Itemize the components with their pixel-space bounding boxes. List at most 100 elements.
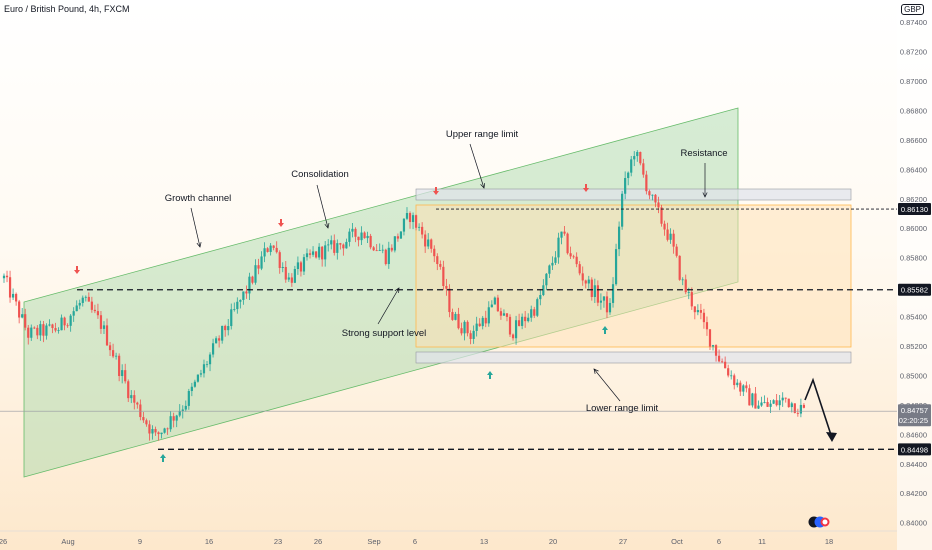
candle-body: [639, 152, 642, 164]
candle-body: [66, 325, 69, 327]
candle-body: [302, 257, 306, 272]
candle-body: [772, 400, 775, 404]
candle-body: [351, 228, 354, 232]
candle-body: [242, 291, 245, 300]
candle-body: [702, 312, 706, 323]
candle-body: [790, 403, 793, 408]
candle-body: [399, 231, 403, 239]
candle-body: [742, 385, 745, 392]
annotation-growth-channel: Growth channel: [165, 193, 232, 204]
candle-body: [657, 202, 660, 208]
candle-body: [290, 277, 293, 283]
candle-body: [202, 364, 206, 374]
candle-body: [675, 246, 678, 256]
candle-body: [527, 317, 530, 322]
y-tick-label: 0.84200: [900, 489, 927, 498]
x-tick-label: Sep: [367, 537, 380, 546]
candle-body: [333, 240, 336, 253]
x-tick-label: 6: [413, 537, 417, 546]
candle-body: [275, 247, 278, 253]
candle-body: [745, 385, 748, 389]
candle-body: [384, 249, 387, 265]
candle-body: [536, 299, 539, 316]
candle-body: [548, 265, 551, 274]
candle-body: [739, 382, 742, 392]
candle-body: [651, 194, 654, 196]
y-tick-label: 0.87200: [900, 48, 927, 57]
candle-body: [760, 402, 763, 406]
candle-body: [169, 416, 172, 430]
candle-body: [478, 323, 481, 327]
candle-body: [481, 317, 484, 327]
candle-body: [348, 231, 351, 242]
candle-body: [281, 266, 284, 269]
candle-body: [566, 233, 569, 254]
annotation-upper-range-limit: Upper range limit: [446, 129, 519, 140]
candle-body: [518, 320, 521, 326]
candle-body: [778, 400, 781, 406]
candle-body: [557, 237, 560, 258]
candle-body: [472, 330, 475, 339]
price-label: 0.85582: [901, 286, 928, 295]
candle-body: [708, 329, 712, 347]
candle-body: [205, 364, 209, 366]
annotation-pointer-head: [196, 242, 202, 248]
candle-body: [775, 400, 778, 406]
candle-body: [124, 370, 127, 382]
candle-body: [596, 285, 599, 303]
candle-body: [102, 325, 106, 329]
candle-body: [727, 368, 730, 376]
candle-body: [430, 239, 433, 249]
symbol-title: Euro / British Pound, 4h, FXCM: [4, 4, 130, 14]
candle-body: [457, 313, 460, 329]
candle-body: [54, 328, 57, 331]
candle-body: [184, 405, 187, 410]
candle-body: [81, 297, 84, 303]
annotation-pointer-head: [702, 192, 708, 198]
candle-body: [215, 338, 218, 344]
candle-body: [693, 306, 696, 313]
candle-body: [645, 174, 648, 192]
up-arrow-icon: [487, 371, 493, 379]
candle-body: [593, 285, 596, 297]
x-tick-label: 27: [619, 537, 627, 546]
upper-range-box: [415, 188, 852, 201]
candle-body: [321, 246, 324, 260]
candle-body: [33, 327, 36, 329]
candle-body: [63, 317, 66, 326]
annotation-pointer: [190, 207, 201, 248]
annotation-pointer-head: [480, 183, 486, 189]
candle-body: [196, 374, 200, 382]
candle-body: [681, 279, 684, 281]
candle-body: [111, 350, 115, 357]
candle-body: [211, 343, 215, 355]
candle-body: [148, 424, 151, 434]
candle-body: [602, 296, 606, 301]
candle-body: [460, 328, 463, 334]
candle-body: [396, 236, 399, 239]
candle-body: [648, 191, 651, 196]
x-tick-label: 20: [549, 537, 557, 546]
candle-body: [424, 234, 427, 247]
candle-body: [563, 231, 566, 234]
candle-body: [402, 218, 406, 232]
candle-body: [666, 229, 669, 240]
candle-body: [190, 386, 193, 392]
candle-body: [145, 420, 148, 425]
candle-body: [433, 248, 436, 257]
candle-body: [630, 159, 633, 173]
candle-body: [766, 402, 769, 407]
candle-body: [293, 269, 296, 283]
candle-body: [636, 152, 639, 157]
candle-body: [654, 194, 657, 203]
candle-body: [754, 393, 757, 409]
candle-body: [354, 228, 357, 237]
candle-body: [178, 411, 181, 416]
candle-body: [721, 361, 724, 363]
candle-body: [390, 247, 393, 251]
currency-badge[interactable]: GBP: [901, 4, 924, 15]
candle-body: [624, 178, 627, 194]
candle-body: [172, 416, 175, 421]
x-tick-label: 16: [205, 537, 213, 546]
